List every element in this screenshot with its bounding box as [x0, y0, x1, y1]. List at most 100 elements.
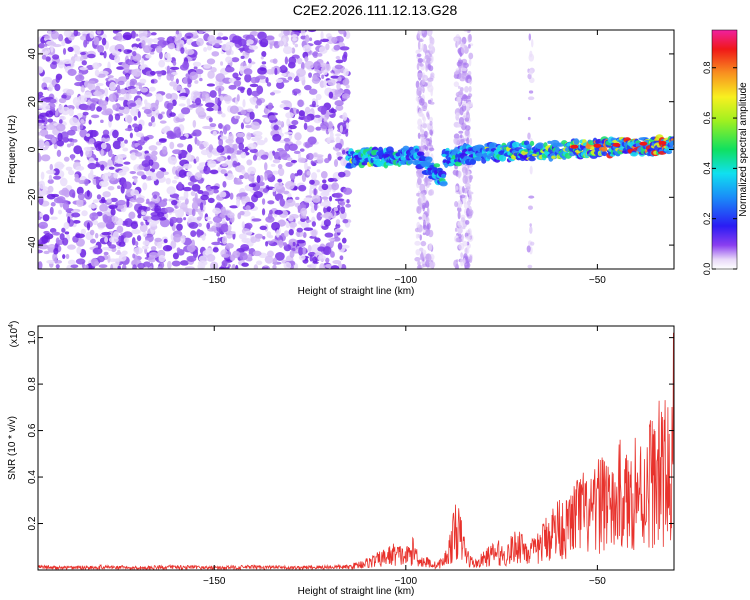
noise-blob: [173, 234, 182, 243]
noise-blob: [186, 244, 196, 253]
noise-blob: [133, 177, 138, 184]
noise-blob: [129, 80, 135, 88]
noise-blob: [259, 38, 269, 48]
noise-blob: [329, 195, 333, 202]
noise-blob: [335, 104, 344, 111]
noise-blob: [80, 35, 86, 41]
noise-blob: [194, 172, 203, 181]
noise-blob: [176, 216, 183, 224]
noise-blob: [94, 69, 100, 77]
noise-blob: [166, 73, 172, 81]
noise-blob: [245, 124, 252, 129]
noise-band-blob: [529, 165, 533, 175]
noise-band-blob: [468, 209, 474, 216]
noise-blob: [150, 79, 155, 84]
noise-blob: [310, 244, 321, 254]
noise-blob: [121, 250, 128, 256]
noise-blob: [116, 136, 125, 142]
noise-blob: [112, 104, 117, 111]
noise-blob: [309, 254, 313, 262]
noise-blob: [120, 88, 127, 95]
bottom-ytick-label: 1.0: [27, 330, 38, 344]
noise-blob: [297, 157, 306, 163]
noise-blob: [58, 119, 63, 124]
noise-blob: [145, 155, 151, 162]
noise-blob: [341, 54, 348, 63]
noise-blob: [339, 46, 350, 51]
noise-blob: [286, 157, 293, 162]
noise-band-blob: [423, 219, 426, 229]
noise-band-blob: [526, 245, 531, 253]
noise-blob: [155, 93, 162, 98]
signal-blob: [528, 156, 536, 162]
noise-blob: [101, 110, 112, 116]
noise-blob: [42, 76, 53, 83]
noise-blob: [131, 237, 136, 246]
noise-blob: [136, 171, 145, 176]
noise-blob: [240, 152, 247, 159]
noise-blob: [110, 264, 114, 269]
noise-blob: [55, 75, 61, 84]
noise-blob: [221, 113, 226, 118]
noise-blob: [337, 171, 346, 178]
noise-blob: [125, 74, 130, 80]
noise-blob: [169, 216, 178, 224]
noise-blob: [141, 174, 147, 180]
noise-blob: [81, 210, 88, 217]
noise-band-blob: [462, 196, 467, 205]
noise-blob: [256, 139, 266, 146]
noise-blob: [186, 143, 193, 153]
noise-band-blob: [427, 77, 434, 82]
noise-blob: [162, 145, 168, 155]
noise-blob: [149, 70, 156, 76]
noise-blob: [334, 228, 344, 233]
noise-blob: [100, 100, 109, 106]
noise-blob: [176, 223, 183, 231]
noise-blob: [43, 233, 54, 240]
noise-blob: [213, 39, 223, 44]
noise-blob: [218, 81, 224, 86]
noise-band-blob: [457, 85, 461, 89]
noise-blob: [261, 198, 266, 205]
noise-blob: [328, 108, 337, 114]
noise-blob: [322, 246, 332, 256]
noise-blob: [136, 97, 142, 106]
noise-blob: [287, 193, 292, 198]
noise-blob: [67, 259, 76, 265]
noise-blob: [63, 30, 72, 38]
noise-blob: [187, 215, 196, 224]
noise-blob: [281, 64, 286, 71]
noise-blob: [104, 216, 113, 225]
noise-blob: [143, 99, 148, 105]
noise-blob: [250, 121, 261, 130]
colorbar: 0.0 0.2 0.4 0.6 0.8 Normalized spectral ampli…: [702, 29, 749, 275]
noise-blob: [261, 208, 266, 216]
noise-blob: [288, 228, 294, 236]
noise-blob: [302, 232, 307, 238]
top-ytick-label: 40: [27, 48, 38, 60]
noise-blob: [186, 171, 193, 177]
noise-blob: [198, 30, 204, 35]
noise-band-blob: [426, 122, 431, 130]
noise-blob: [62, 47, 67, 55]
noise-blob: [224, 124, 231, 131]
noise-blob: [66, 143, 71, 148]
noise-blob: [216, 232, 221, 237]
noise-blob: [313, 40, 322, 46]
noise-blob: [139, 223, 148, 233]
noise-blob: [179, 135, 187, 140]
noise-blob: [236, 198, 241, 208]
noise-blob: [295, 196, 300, 201]
noise-blob: [306, 152, 314, 161]
noise-blob: [246, 132, 252, 140]
noise-band-blob: [460, 252, 464, 259]
noise-blob: [89, 229, 95, 236]
noise-blob: [169, 81, 178, 87]
noise-blob: [136, 90, 142, 95]
colorbar-tick-label: 0.4: [702, 162, 712, 175]
noise-blob: [307, 30, 317, 33]
noise-blob: [100, 164, 105, 171]
noise-blob: [186, 35, 192, 39]
noise-blob: [129, 132, 133, 139]
noise-blob: [290, 159, 298, 164]
